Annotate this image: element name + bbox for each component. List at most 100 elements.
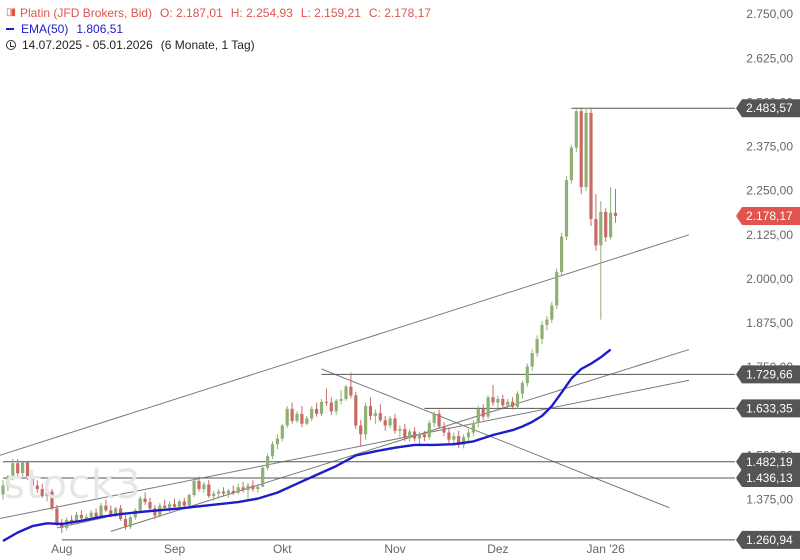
x-tick-label: Okt (273, 542, 292, 556)
candle-body (94, 512, 98, 518)
candle-body (148, 502, 152, 509)
last-price-badge: 2.178,17 (736, 207, 800, 226)
candle-body (550, 305, 554, 320)
level-badge-2: 1.729,66 (736, 365, 800, 384)
candle-body (99, 505, 103, 518)
candle-body (349, 386, 353, 396)
legend-period-row: 14.07.2025 - 05.01.2026 (6 Monate, 1 Tag… (6, 37, 431, 53)
level-badge-6-text: 1.260,94 (746, 533, 793, 547)
candle-body (569, 147, 573, 181)
trendline-2 (321, 368, 670, 509)
candle-body (491, 397, 495, 403)
candle-body (241, 487, 245, 491)
level-badge-2-text: 1.729,66 (746, 367, 793, 381)
candle-body (506, 401, 510, 406)
candle-body (564, 180, 569, 237)
candle-body (60, 522, 64, 528)
ema-line (2, 348, 612, 542)
candle-body (55, 508, 59, 523)
y-tick-label: 2.625,00 (746, 51, 793, 65)
ema-label[interactable]: EMA(50) (21, 22, 69, 36)
x-tick-label: Nov (384, 542, 405, 556)
candle-body (266, 456, 270, 468)
candle-body (192, 480, 196, 496)
candle-body (359, 425, 363, 435)
ohlc-bars-icon: ▯▮ (6, 7, 16, 18)
candle-body (251, 485, 255, 490)
candle-body (226, 490, 230, 494)
x-tick-label: Jan '26 (587, 542, 626, 556)
candle-body (172, 504, 177, 507)
level-badge-4-bg (736, 452, 800, 471)
candle-body (496, 398, 500, 403)
y-tick-label: 1.875,00 (746, 316, 793, 330)
candle-body (574, 111, 578, 148)
candle-body (25, 462, 30, 477)
y-tick-label: 2.000,00 (746, 272, 793, 286)
last-price-badge-bg (736, 207, 800, 226)
candle-body (295, 413, 299, 421)
candle-body (462, 437, 466, 445)
candle-body (422, 434, 426, 438)
candle-body (408, 431, 412, 438)
candle-body (177, 501, 181, 507)
ema-value: 1.806,51 (76, 22, 124, 36)
candle-body (197, 480, 201, 490)
instrument-name[interactable]: Platin (JFD Brokers, Bid) (20, 6, 153, 20)
candle-body (471, 423, 475, 433)
candle-body (109, 510, 113, 516)
candle-body (334, 400, 338, 412)
x-tick-label: Sep (164, 542, 186, 556)
ema-swatch (6, 28, 14, 30)
candle-body (530, 353, 534, 367)
candle-body (70, 519, 74, 522)
candle-body (393, 418, 397, 431)
candle-body (613, 212, 618, 217)
candle-body (45, 491, 49, 497)
candle-body (114, 508, 118, 516)
candle-body (579, 111, 583, 188)
candle-body (182, 501, 186, 506)
y-tick-label: 1.375,00 (746, 493, 793, 507)
candle-body (212, 493, 216, 497)
candle-body (310, 408, 314, 419)
candle-body (128, 517, 132, 527)
candle-body (123, 519, 128, 527)
candle-body (133, 510, 137, 518)
candle-body (354, 395, 358, 426)
level-badge-5-text: 1.436,13 (746, 471, 793, 485)
y-tick-label: 2.750,00 (746, 7, 793, 21)
candle-body (30, 476, 34, 486)
x-tick-label: Dez (487, 542, 508, 556)
ohlc-low: L: 2.159,21 (300, 6, 361, 20)
candle-body (261, 467, 265, 487)
candle-body (594, 218, 598, 246)
candle-body (74, 514, 79, 522)
candle-body (368, 406, 373, 416)
candle-body (457, 436, 461, 445)
candle-body (560, 236, 564, 272)
candle-body (89, 512, 93, 517)
level-badge-6: 1.260,94 (736, 530, 800, 549)
candle-body (236, 487, 240, 493)
candle-body (79, 514, 83, 519)
candle-body (153, 508, 157, 516)
candle-body (388, 418, 392, 426)
clock-icon (6, 40, 16, 50)
candle-body (584, 112, 588, 188)
candle-body (339, 398, 343, 401)
watermark: stock3 (4, 462, 142, 508)
candle-body (246, 485, 250, 491)
candle-body (486, 397, 490, 417)
candle-body (515, 393, 520, 407)
candle-body (290, 408, 294, 421)
candle-body (6, 476, 10, 486)
candle-body (35, 485, 39, 490)
candle-body (163, 505, 167, 508)
candle-body (315, 408, 319, 414)
candle-body (280, 425, 284, 439)
level-badge-3-bg (736, 399, 800, 418)
period-interval[interactable]: (6 Monate, 1 Tag) (160, 38, 255, 52)
candle-body (540, 324, 544, 339)
